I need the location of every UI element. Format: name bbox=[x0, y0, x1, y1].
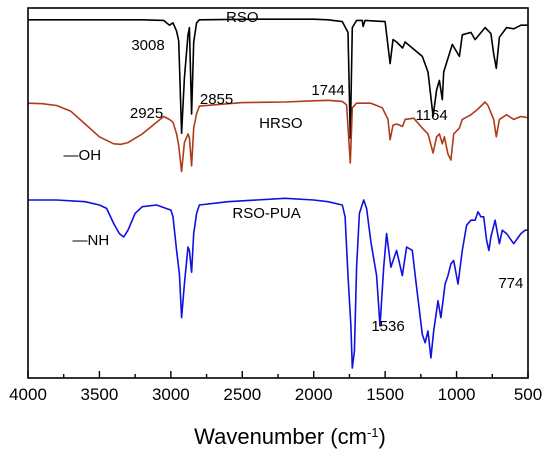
plot-frame bbox=[27, 7, 529, 379]
x-axis-label: Wavenumber (cm-1) bbox=[194, 424, 386, 449]
annotation-label: RSO bbox=[226, 9, 259, 26]
annotation-label: 774 bbox=[498, 275, 523, 292]
annotations: RSO 3008 2855 1744 2925 HRSO 1164 —OH RSO-PUA —NH… bbox=[64, 9, 524, 335]
annotation-label: 2855 bbox=[200, 91, 233, 108]
x-tick-label: 4000 bbox=[9, 385, 47, 404]
x-axis-label-main: Wavenumber (cm bbox=[194, 424, 367, 449]
x-tick-label: 2000 bbox=[295, 385, 333, 404]
series-line-hrso bbox=[27, 99, 529, 173]
annotation-label: 1164 bbox=[415, 107, 447, 124]
series-group bbox=[27, 18, 529, 369]
x-tick-label: 3000 bbox=[152, 385, 190, 404]
annotation-label: RSO-PUA bbox=[232, 205, 300, 222]
annotation-label: —NH bbox=[73, 232, 110, 249]
annotation-label: HRSO bbox=[259, 115, 302, 132]
annotation-label: 1536 bbox=[371, 318, 404, 335]
x-tick-label: 1500 bbox=[366, 385, 404, 404]
x-tick-label: 500 bbox=[514, 385, 542, 404]
annotation-label: 1744 bbox=[311, 82, 344, 99]
series-line-rso bbox=[28, 18, 528, 139]
x-tick-label: 3500 bbox=[81, 385, 119, 404]
annotation-label: —OH bbox=[64, 147, 102, 164]
x-axis-label-sup: -1 bbox=[367, 425, 379, 440]
x-tick-label: 1000 bbox=[438, 385, 476, 404]
annotation-label: 3008 bbox=[131, 37, 164, 54]
series-line-rso-pua bbox=[28, 197, 528, 369]
annotation-label: 2925 bbox=[130, 105, 163, 122]
x-tick-label: 2500 bbox=[223, 385, 261, 404]
x-axis-label-close: ) bbox=[379, 424, 386, 449]
x-axis-ticks: 4000 3500 3000 2500 2000 1500 1000 500 bbox=[9, 371, 542, 404]
plot-border bbox=[27, 7, 529, 379]
